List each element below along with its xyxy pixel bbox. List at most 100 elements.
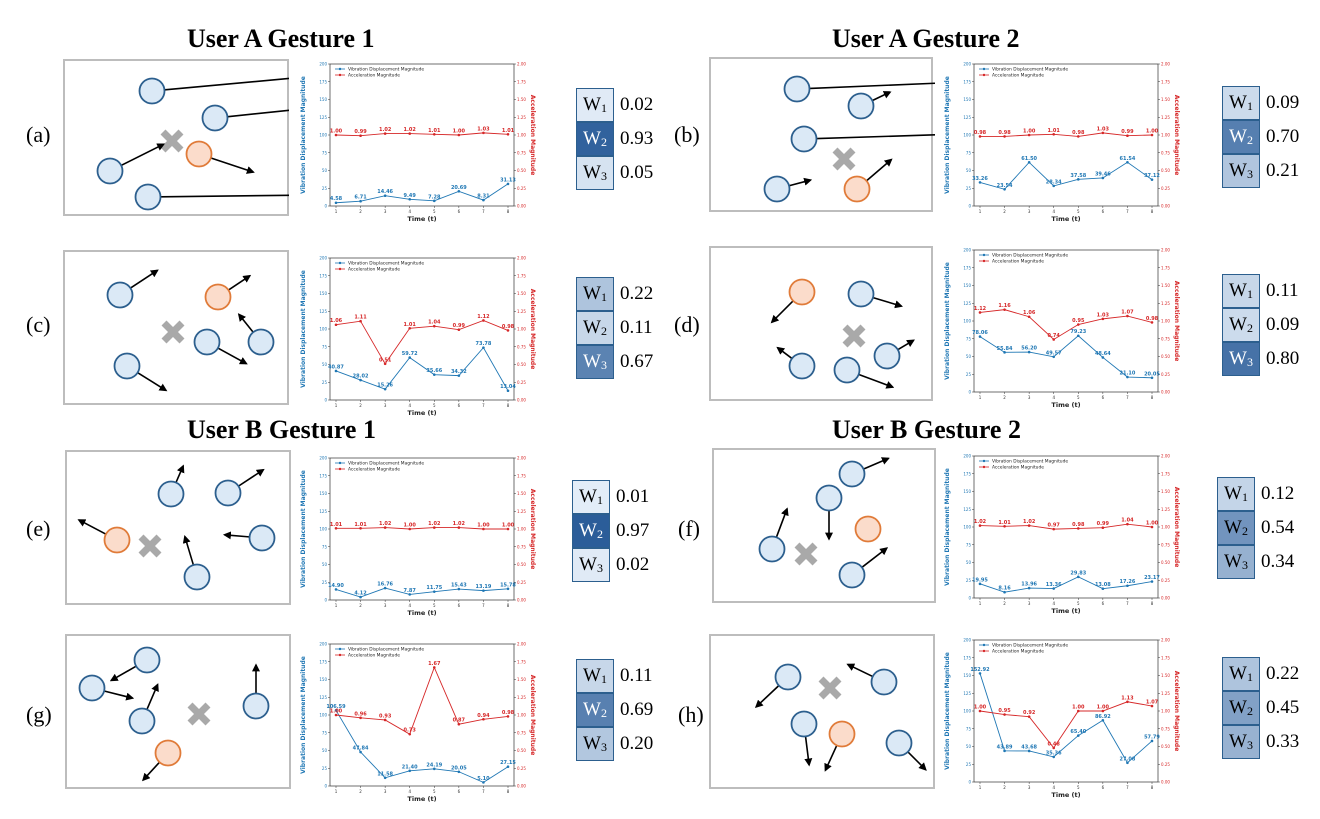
chart-svg: 02550751001251501752000.000.250.500.751.… [944,454,1180,616]
acceleration-point [457,328,461,332]
x-tick-label: 1 [335,209,338,214]
x-axis-label: Time (t) [1051,215,1080,223]
acceleration-series-line [979,701,1153,749]
vibration-point [506,182,510,186]
weight-value: 0.22 [620,283,654,304]
vibration-data-label: 15.78 [500,582,516,588]
vibration-data-label: 13.96 [1021,582,1037,588]
vibration-point [1150,580,1154,583]
vibration-point [1101,176,1105,180]
acceleration-point [1076,527,1080,530]
x-tick-label: 1 [335,789,338,794]
vibration-point [432,767,436,771]
vibration-data-label: 13.36 [1046,582,1062,588]
right-tick-label: 1.75 [1161,655,1170,660]
left-tick-label: 200 [319,456,327,461]
right-tick-label: 1.00 [517,527,526,532]
acceleration-data-label: 1.01 [404,322,417,328]
acceleration-data-label: 1.00 [974,705,987,711]
vibration-data-label: 17.26 [1120,579,1136,585]
vibration-data-label: 79.23 [1070,329,1086,335]
scene-diagram-e [65,450,291,605]
right-tick-label: 0.25 [1161,578,1170,583]
acceleration-point [457,722,461,726]
right-axis-label: Acceleration Magnitude [1173,487,1180,568]
acceleration-point [1052,527,1056,531]
vibration-point [408,769,412,773]
acceleration-point [408,132,412,135]
right-tick-label: 1.75 [1161,265,1170,270]
acceleration-data-label: 1.01 [330,522,343,528]
agent-icon [846,663,898,696]
acceleration-data-label: 0.95 [998,708,1011,714]
right-tick-label: 1.00 [1161,709,1170,714]
legend-label: Vibration Displacement Magnitude [348,461,424,467]
x-tick-label: 4 [408,603,411,608]
weight-value: 0.01 [616,486,650,507]
vibration-series-line [979,673,1153,764]
left-axis-label: Vibration Displacement Magnitude [300,76,307,194]
x-tick-label: 3 [384,403,387,408]
acceleration-point [334,323,338,327]
acceleration-data-label: 1.03 [477,126,490,132]
x-tick-label: 1 [979,601,982,606]
right-tick-label: 1.75 [1161,79,1170,84]
vibration-data-label: 14.46 [377,189,393,195]
weight-table-f: W 1 0.12 W 2 0.54 W 3 0.34 [1217,477,1320,579]
right-tick-label: 0.25 [517,186,526,191]
agent-icon [96,143,166,185]
weight-value: 0.69 [620,699,654,720]
scene-diagram-f [712,448,936,603]
vibration-point [1126,584,1129,588]
vibration-data-label: 78.06 [972,330,988,336]
right-tick-label: 1.25 [1161,507,1170,512]
vibration-point [432,373,436,376]
agent-icon [106,269,159,309]
right-tick-label: 1.00 [517,133,526,138]
legend-marker [338,461,342,465]
acceleration-data-label: 1.01 [502,128,515,134]
legend-label: Acceleration Magnitude [992,259,1044,265]
weight-value: 0.11 [1266,280,1299,301]
left-axis-label: Vibration Displacement Magnitude [300,270,307,388]
agent-icon [815,484,843,541]
agent-icon [193,328,248,365]
right-tick-label: 1.25 [1161,301,1170,306]
weight-value: 0.20 [620,733,654,754]
acceleration-data-label: 1.01 [428,128,441,134]
acceleration-data-label: 1.00 [477,523,490,529]
vibration-point [408,593,412,596]
scene-diagram-d [709,246,933,401]
left-tick-label: 100 [319,133,327,138]
vibration-point [1101,718,1105,722]
chart-svg: 02550751001251501752000.000.250.500.751.… [300,62,536,224]
vibration-point [978,672,982,675]
left-tick-label: 0 [968,390,971,395]
acceleration-point [1126,700,1129,704]
legend-marker [338,467,342,471]
x-tick-label: 2 [1003,395,1006,400]
vibration-data-label: 4.12 [354,591,367,597]
left-tick-label: 75 [966,542,972,547]
x-tick-label: 1 [335,403,338,408]
left-tick-label: 75 [322,344,328,349]
left-tick-label: 150 [319,97,327,102]
x-tick-label: 8 [507,209,510,214]
agent-icon [222,524,276,552]
x-tick-label: 7 [482,403,485,408]
left-tick-label: 75 [966,726,972,731]
acceleration-data-label: 1.00 [1023,129,1036,135]
vibration-series-line [979,161,1153,190]
x-tick-label: 7 [1126,785,1129,790]
weight-table-b: W 1 0.09 W 2 0.70 W 3 0.21 [1222,86,1320,188]
agent-icon [838,457,890,488]
vibration-point [334,588,338,591]
left-tick-label: 100 [963,319,971,324]
left-tick-label: 175 [319,659,327,664]
vibration-data-label: 11.75 [426,585,442,591]
